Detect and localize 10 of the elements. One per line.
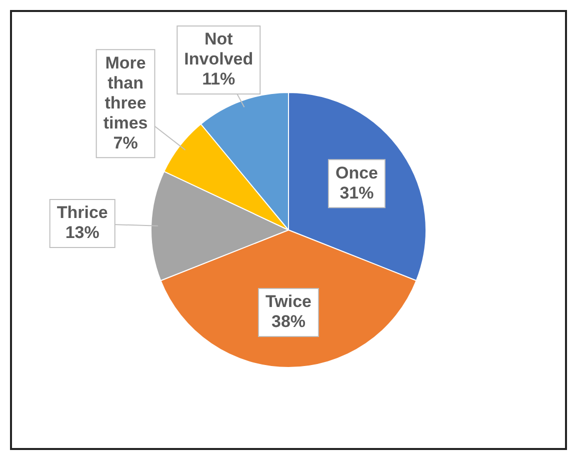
data-label: 38% [271,312,306,332]
slice-label: Once [335,163,378,182]
data-label: 7% [113,133,138,152]
data-label: 13% [65,223,100,242]
slice-label: Thrice [56,203,108,222]
slice-label: More than three times [103,53,148,132]
data-label: 11% [202,70,236,89]
data-label: 31% [340,183,374,202]
slice-label: Not Involved [184,30,254,69]
slice-label: Twice [266,292,312,312]
